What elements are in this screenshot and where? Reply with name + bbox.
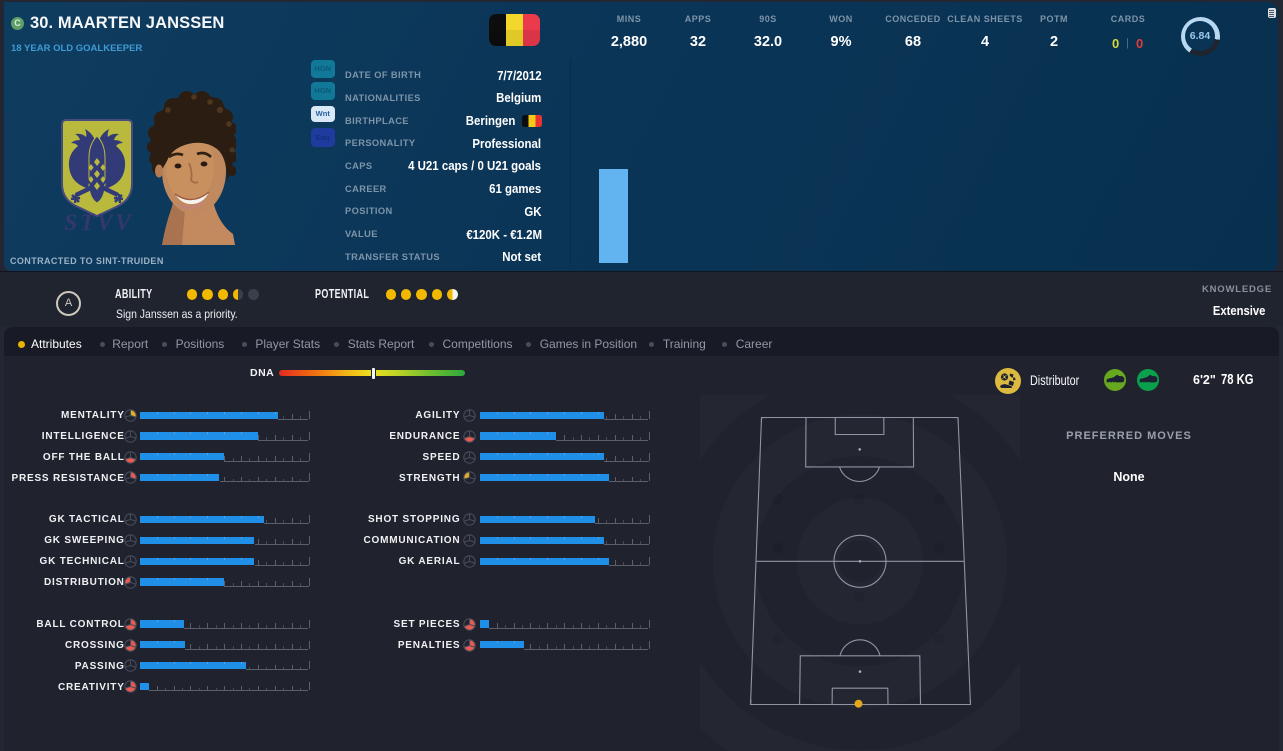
svg-text:STVV: STVV — [64, 210, 134, 234]
